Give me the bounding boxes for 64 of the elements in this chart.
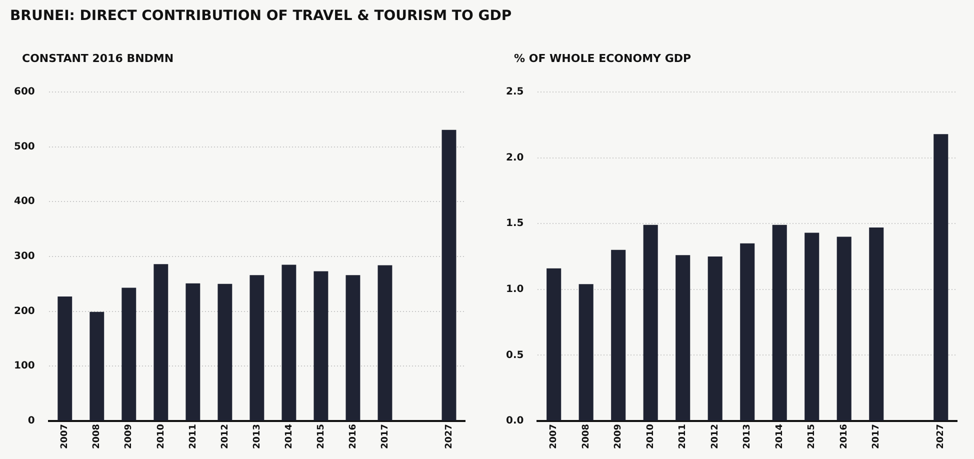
x-tick-label: 2009 [614,424,624,450]
x-tick-label: 2015 [807,424,818,450]
x-tick-label: 2013 [252,424,262,450]
y-tick-label: 2.0 [506,152,524,164]
x-tick-label: 2013 [742,424,753,450]
y-tick-label: 0.0 [506,416,524,427]
x-tick-label: 2016 [348,424,358,450]
x-tick-label: 2017 [872,424,882,450]
bar [122,288,136,420]
bar [836,236,852,420]
bar [218,284,232,420]
x-tick-label: 2017 [380,424,390,450]
bar [676,255,690,420]
bar [186,283,200,420]
y-axis-title: CONSTANT 2016 BNDMN [22,52,174,65]
x-tick-label: 2012 [220,424,230,450]
x-tick-label: 2027 [444,424,454,450]
bar [578,284,594,420]
y-tick-label: 2.5 [506,86,524,98]
x-tick-label: 2009 [124,424,134,450]
bar [869,228,884,420]
bar [154,264,168,420]
bar [740,243,755,420]
x-tick-label: 2010 [646,424,656,450]
y-tick-label: 1.0 [506,284,524,295]
x-tick-label: 2007 [549,424,560,450]
bar [546,268,562,420]
x-tick-label: 2008 [92,424,102,450]
y-tick-label: 1.5 [506,218,524,230]
x-tick-label: 2007 [60,424,70,450]
y-tick-label: 200 [14,306,35,317]
x-tick-label: 2008 [581,424,592,450]
x-tick-label: 2010 [156,424,166,450]
chart-title: BRUNEI: DIRECT CONTRIBUTION OF TRAVEL & TOURISM TO GDP [10,8,512,24]
bar [804,232,820,420]
bar [346,275,360,420]
x-tick-label: 2014 [284,424,294,450]
bar [58,296,72,420]
x-tick-label: 2014 [774,424,785,450]
y-tick-label: 400 [14,196,35,208]
y-tick-label: 0 [28,416,35,427]
x-tick-label: 2011 [188,424,198,450]
y-tick-label: 100 [14,360,35,372]
bar [250,275,264,420]
bar [282,264,296,420]
x-tick-label: 2011 [678,424,688,450]
bar [314,271,328,420]
y-tick-label: 500 [14,141,35,152]
bar [643,224,658,420]
bar [378,265,392,420]
y-tick-label: 0.5 [506,350,524,361]
x-tick-label: 2016 [839,424,850,450]
bar [442,130,456,420]
x-tick-label: 2012 [710,424,720,450]
bar [611,250,626,420]
y-tick-label: 300 [14,251,35,262]
bar [708,256,722,420]
y-tick-label: 600 [14,86,35,98]
bar [934,134,948,420]
y-axis-title: % OF WHOLE ECONOMY GDP [514,52,692,65]
bar [90,312,104,420]
x-tick-label: 2027 [936,424,946,450]
x-tick-label: 2015 [316,424,326,450]
bar [772,224,787,420]
